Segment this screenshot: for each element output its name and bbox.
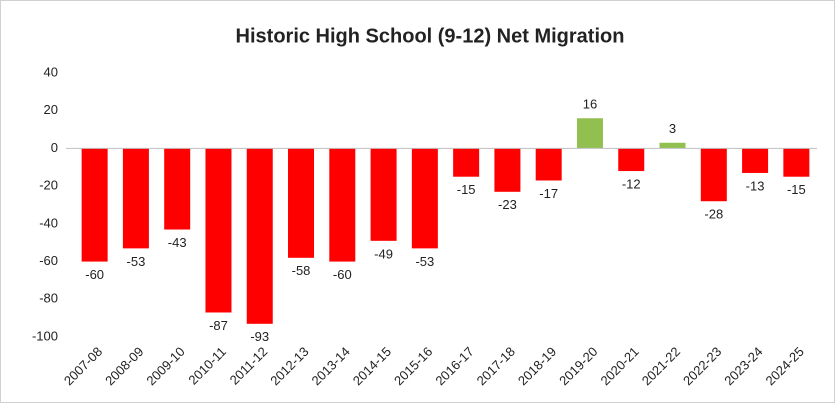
data-label: -43	[168, 235, 187, 250]
bar	[700, 148, 727, 202]
data-label: -13	[746, 178, 765, 193]
data-label: -49	[374, 246, 393, 261]
bar	[246, 148, 273, 324]
data-label: -17	[539, 186, 558, 201]
bar	[783, 148, 810, 177]
bar	[370, 148, 397, 241]
data-label: -60	[85, 267, 104, 282]
bar	[659, 142, 686, 149]
data-label: -53	[415, 254, 434, 269]
data-label: -15	[787, 182, 806, 197]
bar	[535, 148, 562, 181]
y-tick-label: -100	[32, 328, 58, 343]
data-label: -87	[209, 318, 228, 333]
y-tick-label: -80	[39, 291, 58, 306]
bar	[288, 148, 315, 258]
bar	[205, 148, 232, 313]
y-tick-label: -60	[39, 253, 58, 268]
bar	[81, 148, 108, 262]
y-tick-label: 0	[51, 140, 58, 155]
y-tick-label: -20	[39, 178, 58, 193]
data-label: -28	[704, 207, 723, 222]
data-label: -12	[622, 176, 641, 191]
data-label: -15	[457, 182, 476, 197]
bar	[164, 148, 191, 230]
data-label: 3	[669, 121, 676, 136]
y-tick-label: -40	[39, 215, 58, 230]
data-label: -58	[292, 263, 311, 278]
bar	[618, 148, 645, 172]
data-label: -53	[127, 254, 146, 269]
data-label: 16	[583, 97, 597, 112]
bar	[122, 148, 149, 249]
bar	[494, 148, 521, 192]
bar	[576, 118, 603, 149]
bar	[411, 148, 438, 249]
y-tick-label: 20	[44, 102, 58, 117]
bar	[329, 148, 356, 262]
data-label: -23	[498, 197, 517, 212]
bar	[742, 148, 769, 173]
data-label: -60	[333, 267, 352, 282]
y-tick-label: 40	[44, 64, 58, 79]
data-label: -93	[250, 329, 269, 344]
bar	[453, 148, 480, 177]
chart-title: Historic High School (9-12) Net Migratio…	[236, 25, 625, 47]
